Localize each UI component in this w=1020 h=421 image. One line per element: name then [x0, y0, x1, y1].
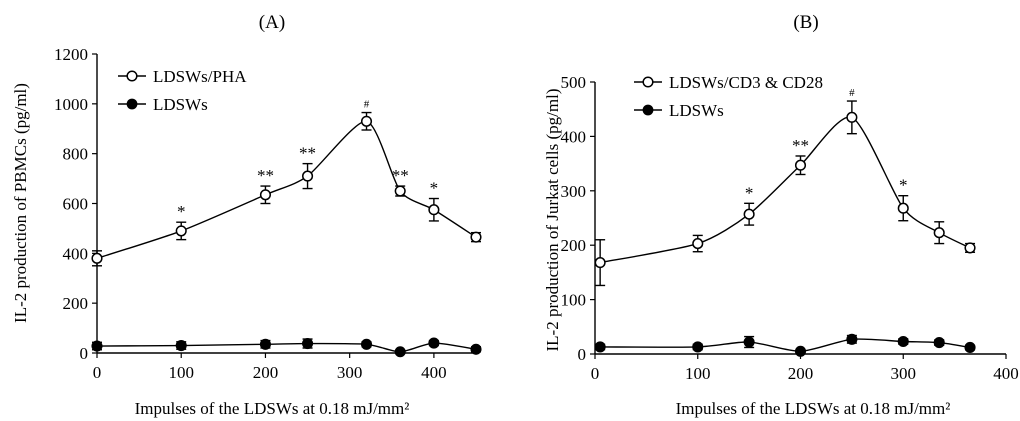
panel-b-series-treated-point — [933, 227, 945, 239]
legend-label-ldsws: LDSWs — [153, 95, 208, 114]
panel-a-x-tick-label: 0 — [93, 363, 102, 382]
panel-b-series-treated-point — [794, 159, 807, 171]
panel-b-significance-mark: ** — [792, 136, 809, 155]
panel-a-y-tick-label: 800 — [63, 145, 89, 164]
panel-b-series-ldsws-point — [743, 336, 755, 348]
panel-b-x-tick-label: 400 — [993, 364, 1019, 383]
panel-a-series-ldsws-point — [91, 340, 103, 352]
panel-a-series-ldsws-point — [302, 337, 314, 350]
panel-a-significance-mark: ** — [392, 166, 409, 185]
legend-marker-filled — [126, 98, 138, 110]
panel-b-series-treated-point — [846, 111, 858, 123]
panel-b-label: (B) — [793, 12, 818, 33]
panel-b-y-axis-label: IL-2 production of Jurkat cells (pg/ml) — [543, 89, 562, 352]
panel-a-series-treated-point — [175, 225, 187, 237]
panel-a-x-tick-label: 100 — [168, 363, 194, 382]
legend-marker-open — [642, 76, 654, 88]
panel-a-series-ldsws-point — [259, 338, 271, 350]
panel-a-series-treated-point — [470, 231, 482, 243]
panel-a-y-tick-label: 400 — [63, 244, 89, 263]
panel-a-series-treated-point — [428, 204, 440, 216]
legend-label-ldsws-cd3-cd28: LDSWs/CD3 & CD28 — [669, 73, 823, 92]
panel-b-y-tick-label: 300 — [561, 182, 587, 201]
panel-a-series-treated-point — [394, 185, 406, 197]
panel-b-x-tick-label: 0 — [591, 364, 600, 383]
panel-b-significance-mark: * — [899, 176, 908, 195]
legend-label-ldsws: LDSWs — [669, 101, 724, 120]
panel-a-series-ldsws-point — [360, 338, 373, 350]
panel-b-series-ldsws-line — [600, 338, 971, 352]
panel-a-series-ldsws-point — [175, 339, 187, 352]
panel-b-series-treated-point — [692, 238, 704, 250]
panel-b-series-ldsws-point — [897, 335, 909, 348]
panel-a-significance-mark: * — [177, 202, 186, 221]
panel-b-series-ldsws-point — [794, 345, 807, 357]
panel-a-y-axis-label: IL-2 production of PBMCs (pg/ml) — [11, 83, 30, 323]
panel-b-x-axis-label: Impulses of the LDSWs at 0.18 mJ/mm² — [676, 399, 951, 418]
panel-b-series-ldsws-point — [933, 337, 945, 349]
panel-a-legend: LDSWs/PHA LDSWs — [118, 67, 247, 114]
panel-b-significance-mark: * — [745, 183, 754, 202]
panel-a-y-tick-label: 0 — [80, 344, 89, 363]
panel-b-x-tick-label: 100 — [685, 364, 711, 383]
panel-a-series-treated-point — [360, 115, 373, 127]
panel-b-series-ldsws-point — [692, 341, 704, 353]
panel-b-y-tick-label: 400 — [561, 127, 587, 146]
panel-a-x-tick-label: 300 — [337, 363, 363, 382]
panel-b-series-treated-line — [600, 116, 971, 264]
panel-b-series-ldsws-point — [846, 333, 858, 345]
panel-b-y-tick-label: 200 — [561, 236, 587, 255]
panel-b-y-tick-label: 100 — [561, 291, 587, 310]
legend-label-ldsws-pha: LDSWs/PHA — [153, 67, 247, 86]
panel-b-y-tick-label: 500 — [561, 73, 587, 92]
panel-b: (B) Impulses of the LDSWs at 0.18 mJ/mm²… — [543, 12, 1019, 418]
panel-a-x-axis-label: Impulses of the LDSWs at 0.18 mJ/mm² — [135, 399, 410, 418]
legend-marker-open — [126, 70, 138, 82]
panel-a-y-tick-label: 600 — [63, 195, 89, 214]
panel-a: (A) Impulses of the LDSWs at 0.18 mJ/mm²… — [11, 12, 482, 418]
panel-a-series-treated-point — [302, 170, 314, 182]
panel-b-series-treated-point — [897, 202, 909, 214]
panel-b-series-ldsws-point — [594, 341, 606, 353]
panel-a-series-ldsws-line — [96, 342, 477, 353]
panel-a-x-tick-label: 400 — [421, 363, 447, 382]
panel-a-y-tick-label: 1000 — [54, 95, 88, 114]
panel-a-x-tick-label: 200 — [253, 363, 279, 382]
panel-a-significance-mark: * — [430, 179, 439, 198]
panel-a-series-treated-line — [96, 120, 477, 259]
panel-b-series-treated-point — [964, 242, 976, 254]
panel-a-y-tick-label: 1200 — [54, 45, 88, 64]
panel-a-y-tick-label: 200 — [63, 294, 89, 313]
panel-a-series-ldsws-point — [394, 346, 406, 358]
panel-b-x-tick-label: 300 — [891, 364, 917, 383]
panel-b-series-treated-point — [594, 257, 606, 269]
panel-a-series-ldsws-point — [470, 343, 482, 355]
panel-b-x-tick-label: 200 — [788, 364, 814, 383]
panel-a-series-treated-point — [91, 252, 103, 264]
panel-a-significance-mark: ** — [257, 166, 274, 185]
panel-a-significance-mark: # — [364, 99, 370, 111]
panel-b-series-treated-point — [743, 208, 755, 220]
panel-a-series-treated-point — [259, 189, 271, 201]
panel-b-series-ldsws-point — [964, 341, 976, 354]
panel-a-series-ldsws-point — [428, 337, 440, 349]
legend-marker-filled — [642, 104, 654, 116]
panel-b-legend: LDSWs/CD3 & CD28 LDSWs — [634, 73, 823, 120]
panel-b-y-tick-label: 0 — [578, 345, 587, 364]
panel-a-significance-mark: ** — [299, 144, 316, 163]
panel-b-significance-mark: # — [849, 87, 855, 99]
panel-a-label: (A) — [259, 12, 285, 33]
